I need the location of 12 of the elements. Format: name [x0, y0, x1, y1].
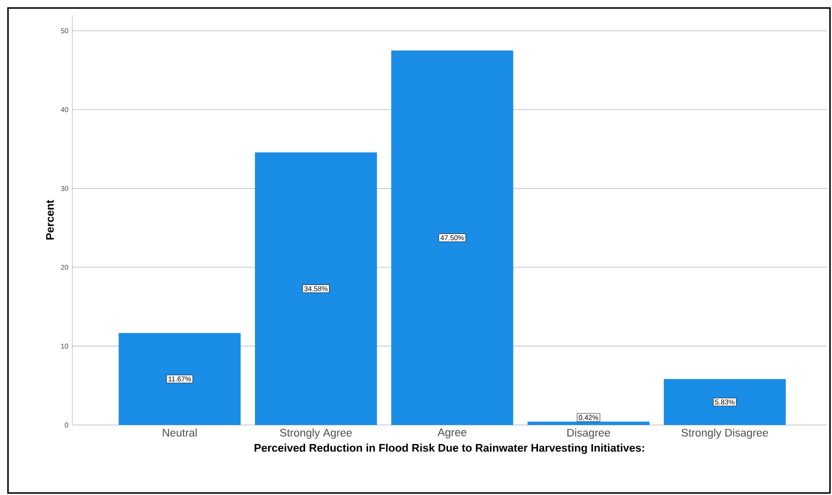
- x-tick-label: Neutral: [162, 428, 197, 437]
- x-tick-label: Strongly Disagree: [682, 428, 768, 439]
- bar: [391, 50, 514, 425]
- bar: [254, 152, 377, 425]
- bar: [118, 332, 241, 425]
- x-axis-title: Perceived Reduction in Flood Risk Due to Rainwater Harvesting Initiatives:: [254, 444, 644, 454]
- x-tick-label: Strongly Agree: [280, 428, 352, 439]
- y-axis-title: Percent: [46, 200, 54, 240]
- x-tick-label: Disagree: [567, 428, 610, 439]
- x-tick-label: Agree: [438, 428, 466, 438]
- bar: [664, 379, 786, 425]
- bar: [528, 422, 650, 425]
